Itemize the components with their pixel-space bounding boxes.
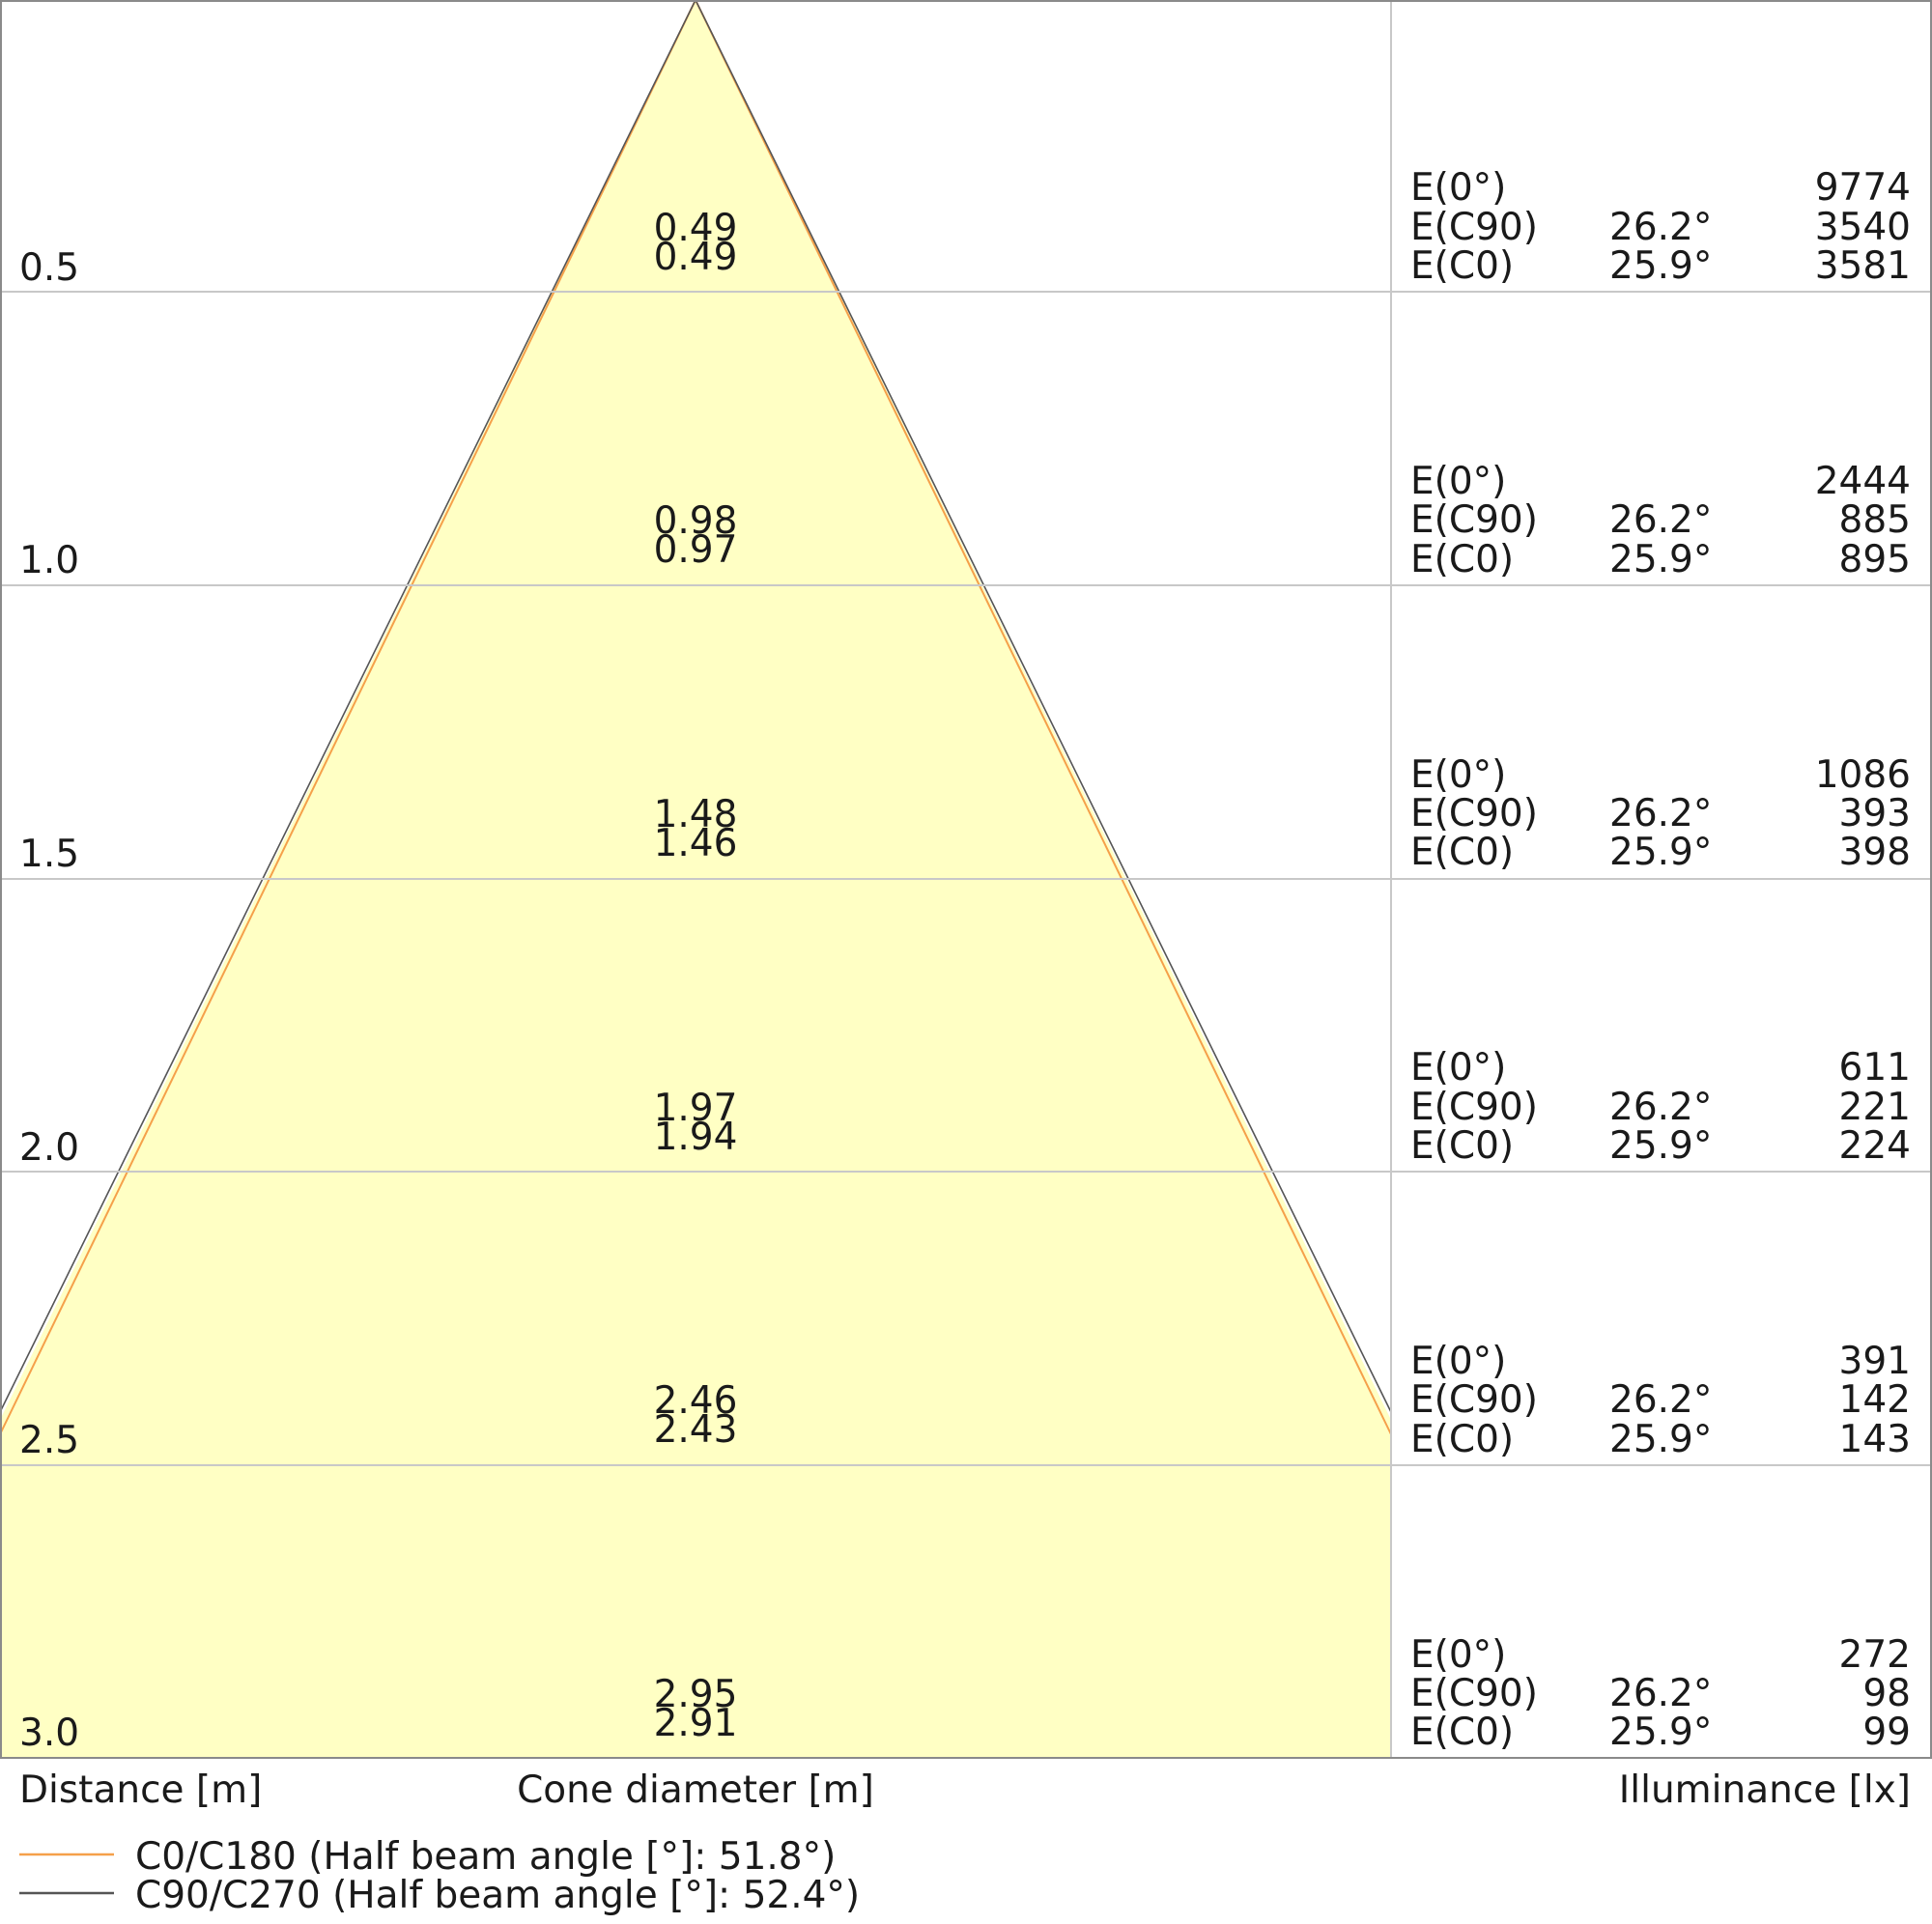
illuminance-angle: 25.9° [1609, 244, 1712, 288]
illuminance-label: E(0°) [1410, 1046, 1506, 1089]
diameter-c90-label: 1.94 [654, 1116, 738, 1159]
illuminance-value: 272 [1839, 1633, 1911, 1677]
distance-axis-title: Distance [m] [19, 1768, 262, 1812]
illuminance-label: E(C90) [1410, 1378, 1538, 1422]
illuminance-label: E(C0) [1410, 1418, 1514, 1461]
diameter-c90-label: 2.91 [654, 1702, 738, 1745]
illuminance-label: E(C90) [1410, 498, 1538, 542]
illuminance-value: 1086 [1815, 753, 1911, 797]
illuminance-table: E(0°) 9774 E(C90) 26.2° 3540 E(C0) 25.9°… [1410, 166, 1911, 1754]
diameter-c90-label: 0.97 [654, 528, 738, 572]
illuminance-label: E(C0) [1410, 244, 1514, 288]
illuminance-label: E(C90) [1410, 206, 1538, 249]
illuminance-value: 895 [1839, 538, 1911, 581]
illuminance-value: 3540 [1815, 206, 1911, 249]
illuminance-label: E(0°) [1410, 460, 1506, 503]
legend: C0/C180 (Half beam angle [°]: 51.8°) C90… [19, 1835, 860, 1917]
c90-cone-outline [0, 0, 1392, 1413]
diameter-c90-label: 1.46 [654, 822, 738, 865]
diameter-c0-label: 2.95 [654, 1673, 738, 1716]
c0-cone-outline [0, 0, 1392, 1435]
distance-label: 0.5 [19, 246, 79, 290]
illuminance-value: 224 [1839, 1124, 1911, 1168]
illuminance-angle: 25.9° [1609, 1711, 1712, 1754]
legend-label-c0: C0/C180 (Half beam angle [°]: 51.8°) [135, 1835, 836, 1879]
axis-titles: Distance [m] Cone diameter [m] Illuminan… [19, 1768, 1911, 1812]
illuminance-angle: 26.2° [1609, 1086, 1712, 1129]
diameter-c90-label: 2.43 [654, 1408, 738, 1452]
illuminance-label: E(C0) [1410, 831, 1514, 874]
illuminance-angle: 25.9° [1609, 831, 1712, 874]
illuminance-angle: 25.9° [1609, 1124, 1712, 1168]
diameter-c0-label: 1.48 [654, 793, 738, 836]
diameter-c0-label: 2.46 [654, 1379, 738, 1423]
horizontal-gridlines [0, 291, 1932, 1466]
illuminance-value: 393 [1839, 792, 1911, 835]
illuminance-value: 398 [1839, 831, 1911, 874]
diameter-c0-label: 1.97 [654, 1087, 738, 1130]
illuminance-value: 143 [1839, 1418, 1911, 1461]
illuminance-label: E(0°) [1410, 166, 1506, 210]
illuminance-label: E(C0) [1410, 1124, 1514, 1168]
illuminance-label: E(0°) [1410, 1340, 1506, 1383]
distance-label: 3.0 [19, 1712, 79, 1755]
illuminance-value: 391 [1839, 1340, 1911, 1383]
illuminance-value: 885 [1839, 498, 1911, 542]
illuminance-value: 142 [1839, 1378, 1911, 1422]
illuminance-value: 9774 [1815, 166, 1911, 210]
illuminance-value: 611 [1839, 1046, 1911, 1089]
diameter-c90-label: 0.49 [654, 236, 738, 279]
illuminance-label: E(C90) [1410, 1086, 1538, 1129]
illuminance-angle: 25.9° [1609, 538, 1712, 581]
illuminance-label: E(0°) [1410, 753, 1506, 797]
illuminance-angle: 26.2° [1609, 498, 1712, 542]
illuminance-value: 3581 [1815, 244, 1911, 288]
legend-label-c90: C90/C270 (Half beam angle [°]: 52.4°) [135, 1874, 860, 1917]
distance-label: 2.0 [19, 1126, 79, 1170]
cone-diameter-labels: 0.49 0.49 0.98 0.97 1.48 1.46 1.97 1.94 … [654, 207, 738, 1745]
illuminance-axis-title: Illuminance [lx] [1619, 1768, 1911, 1812]
diameter-axis-title: Cone diameter [m] [517, 1768, 874, 1812]
illuminance-angle: 26.2° [1609, 1672, 1712, 1715]
distance-label: 1.5 [19, 833, 79, 876]
distance-label: 2.5 [19, 1419, 79, 1462]
chart-border [0, 0, 1932, 1759]
illuminance-value: 98 [1862, 1672, 1911, 1715]
illuminance-value: 2444 [1815, 460, 1911, 503]
illuminance-value: 221 [1839, 1086, 1911, 1129]
distance-axis: 0.5 1.0 1.5 2.0 2.5 3.0 [19, 246, 79, 1755]
illuminance-angle: 26.2° [1609, 1378, 1712, 1422]
illuminance-label: E(C90) [1410, 1672, 1538, 1715]
illuminance-label: E(C0) [1410, 538, 1514, 581]
diameter-c0-label: 0.98 [654, 499, 738, 543]
illuminance-angle: 26.2° [1609, 206, 1712, 249]
illuminance-label: E(0°) [1410, 1633, 1506, 1677]
illuminance-angle: 25.9° [1609, 1418, 1712, 1461]
diameter-c0-label: 0.49 [654, 207, 738, 250]
illuminance-angle: 26.2° [1609, 792, 1712, 835]
illuminance-value: 99 [1862, 1711, 1911, 1754]
illuminance-label: E(C0) [1410, 1711, 1514, 1754]
illuminance-label: E(C90) [1410, 792, 1538, 835]
distance-label: 1.0 [19, 539, 79, 582]
